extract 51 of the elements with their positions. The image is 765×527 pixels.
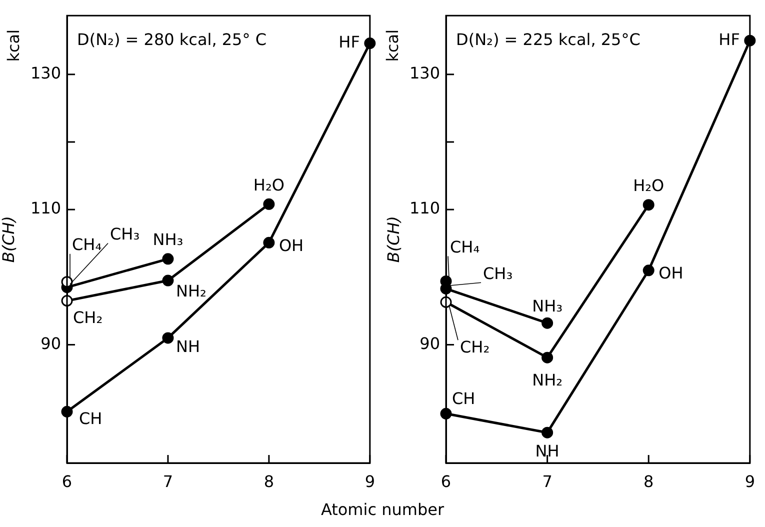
y-tick-label: 110 [409,198,440,218]
text: kcal [4,29,24,62]
text: D(N₂) = 280 kcal, 25° C [77,30,266,49]
annotation: CH₂ [73,308,103,327]
y-tick-label: 90 [420,334,440,353]
text: D(N₂) = 225 kcal, 25°C [456,30,640,49]
point [542,317,554,329]
annotation: NH₃ [532,296,563,316]
x-tick-label: 6 [62,472,72,491]
y-tick-label: 130 [409,64,440,83]
y-axis-title: B(CH) [384,216,403,263]
annotation: NH₃ [152,230,184,250]
annotation: CH₃ [110,224,140,244]
x-tick-label: 7 [162,472,174,491]
annotation: CH₄ [450,237,480,256]
x-tick-label: 7 [542,472,552,491]
point [263,236,275,248]
annotation: H₂O [253,175,284,194]
point [542,352,554,364]
y-axis-title: B(CH) [0,216,18,263]
point [642,264,654,276]
annotation: H₂O [633,176,664,195]
annotation: CH [452,388,476,408]
x-tick-label: 6 [440,472,452,491]
y-tick-label: 90 [40,334,61,353]
annotation: CH [79,408,102,428]
point [162,253,174,265]
annotation: CH₄ [72,235,102,254]
x-tick-label: 9 [364,472,376,491]
annotation: OH [658,264,684,283]
x-tick-label: 8 [644,472,654,491]
annotation: NH₂ [176,282,206,301]
annotation: NH [535,442,560,461]
annotation: NH [176,337,200,356]
x-axis-title: Atomic number [320,500,446,519]
text: kcal [383,29,402,62]
point [542,426,554,438]
annotation: OH [278,236,304,255]
annotation: NH₂ [532,370,563,390]
annotation: HF [338,32,360,52]
x-tick-label: 9 [744,472,756,491]
point [642,199,654,211]
annotation: CH₂ [460,337,490,356]
annotation: HF [718,30,740,49]
y-tick-label: 130 [30,64,61,83]
y-tick-label: 110 [30,198,61,218]
point [162,274,174,286]
point [263,198,275,210]
x-tick-label: 8 [264,472,274,491]
point [162,332,174,344]
annotation: CH₃ [483,264,513,283]
